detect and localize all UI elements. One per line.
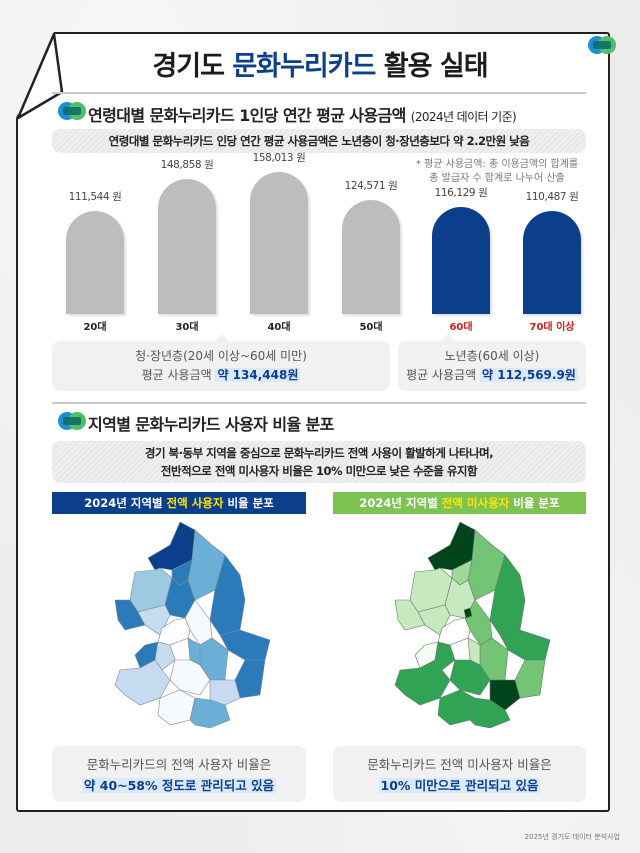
pointer	[441, 334, 455, 341]
map-left-head-prefix: 2024년 지역별	[84, 496, 167, 510]
bar-value: 158,013 원	[252, 152, 306, 164]
page-title: 경기도 문화누리카드 활용 실태	[0, 44, 640, 83]
section2-summary: 경기 북·동부 지역을 중심으로 문화누리카드 전액 사용이 활발하게 나타나며…	[52, 441, 586, 483]
bar	[342, 200, 400, 314]
young-avg-value: 약 134,448원	[215, 368, 301, 382]
map-left-header: 2024년 지역별 전액 사용자 비율 분포	[52, 492, 306, 514]
bar-column: 158,013 원 40대	[250, 150, 308, 333]
bar-column: 124,571 원 50대	[342, 178, 400, 333]
section1-summary: 연령대별 문화누리카드 인당 연간 평균 사용금액은 노년층이 청·장년층보다 …	[52, 129, 586, 153]
bar	[523, 211, 581, 314]
section1-title: 연령대별 문화누리카드 1인당 연간 평균 사용금액 (2024년 데이터 기준…	[88, 102, 517, 126]
bar-label: 60대	[449, 322, 473, 333]
bar-label: 70대 이상	[529, 322, 575, 333]
divider	[52, 92, 586, 94]
divider	[52, 402, 586, 404]
old-avg-prefix: 평균 사용금액	[406, 368, 481, 382]
section2-title: 지역별 문화누리카드 사용자 비율 분포	[88, 411, 334, 435]
map-right-header: 2024년 지역별 전액 미사용자 비율 분포	[333, 492, 586, 514]
title-prefix: 경기도	[152, 51, 233, 82]
map-right-caption-line2: 10% 미만으로 관리되고 있음	[378, 778, 541, 793]
bar-label: 30대	[175, 322, 199, 333]
young-avg-box: 청·장년층(20세 이상~60세 미만) 평균 사용금액 약 134,448원	[52, 341, 390, 391]
map-right-head-suffix: 비율 분포	[509, 496, 560, 510]
map-right-head-prefix: 2024년 지역별	[359, 496, 442, 510]
bar-value: 110,487 원	[525, 191, 579, 203]
title-accent: 문화누리카드	[232, 51, 376, 82]
footer-credit: 2025년 경기도 데이터 분석사업	[524, 833, 620, 841]
map-no-use	[394, 521, 551, 729]
note-line1: * 평균 사용금액: 총 이용금액의 합계를	[415, 159, 579, 170]
section2-summary-line1: 경기 북·동부 지역을 중심으로 문화누리카드 전액 사용이 활발하게 나타나며…	[144, 446, 494, 460]
bar-column: 148,858 원 30대	[158, 157, 216, 333]
map-left-caption-line2: 약 40~58% 정도로 관리되고 있음	[81, 778, 277, 793]
bar	[66, 211, 124, 314]
bar-value: 148,858 원	[160, 159, 214, 171]
bar-column: 110,487 원 70대 이상	[523, 189, 581, 333]
section2-summary-line2: 전반적으로 전액 미사용자 비율은 10% 미만으로 낮은 수준을 유지함	[160, 464, 478, 478]
bar-label: 20대	[83, 322, 107, 333]
map-left-head-accent: 전액 사용자	[166, 496, 224, 510]
map-right-caption-line1: 문화누리카드 전액 미사용자 비율은	[367, 757, 552, 772]
young-avg-prefix: 평균 사용금액	[141, 368, 216, 382]
map-left-caption-line1: 문화누리카드의 전액 사용자 비율은	[86, 757, 272, 772]
bar-column: 116,129 원 60대	[432, 185, 490, 333]
map-full-users	[114, 521, 271, 729]
bar-value: 111,544 원	[68, 191, 122, 203]
map-right-caption: 문화누리카드 전액 미사용자 비율은 10% 미만으로 관리되고 있음	[333, 746, 586, 802]
bar-label: 40대	[267, 322, 291, 333]
pointer	[215, 334, 229, 341]
section1-title-text: 연령대별 문화누리카드 1인당 연간 평균 사용금액	[88, 106, 411, 125]
bar-column: 111,544 원 20대	[66, 189, 124, 333]
section1-summary-text: 연령대별 문화누리카드 인당 연간 평균 사용금액은 노년층이 청·장년층보다 …	[108, 134, 530, 148]
calc-note: * 평균 사용금액: 총 이용금액의 합계를 총 발급자 수 합계로 나누어 산…	[402, 158, 592, 186]
section1-title-sub: (2024년 데이터 기준)	[410, 110, 517, 124]
bar	[432, 207, 490, 314]
section-logo-icon	[58, 412, 86, 430]
note-line2: 총 발급자 수 합계로 나누어 산출	[429, 173, 565, 184]
bar-value: 124,571 원	[344, 180, 398, 192]
title-suffix: 활용 실태	[375, 51, 489, 82]
young-label: 청·장년층(20세 이상~60세 미만)	[135, 349, 307, 363]
bar-label: 50대	[359, 322, 383, 333]
map-left-head-suffix: 비율 분포	[223, 496, 274, 510]
bar	[158, 179, 216, 314]
gyeonggi-logo-icon	[588, 36, 616, 54]
map-left-caption: 문화누리카드의 전액 사용자 비율은 약 40~58% 정도로 관리되고 있음	[52, 746, 306, 802]
old-label: 노년층(60세 이상)	[444, 349, 540, 363]
bar	[250, 172, 308, 314]
section2-title-text: 지역별 문화누리카드 사용자 비율 분포	[88, 415, 334, 434]
old-avg-box: 노년층(60세 이상) 평균 사용금액 약 112,569.9원	[398, 341, 586, 391]
map-right-head-accent: 전액 미사용자	[441, 496, 510, 510]
old-avg-value: 약 112,569.9원	[480, 368, 578, 382]
bar-value: 116,129 원	[434, 187, 488, 199]
section-logo-icon	[58, 102, 86, 120]
